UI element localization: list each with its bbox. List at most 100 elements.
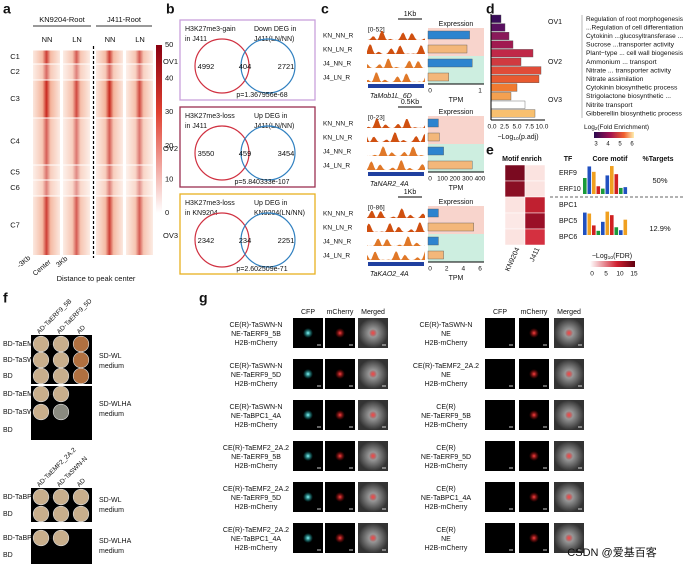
mcherry-signal [335, 369, 345, 379]
label: H2B-mCherry [235, 340, 278, 347]
mcherry-signal [565, 452, 573, 460]
label: BD [3, 427, 13, 434]
colorbar [156, 45, 162, 213]
mcherry-signal [529, 410, 539, 420]
venn-right [240, 125, 296, 181]
label: C6 [10, 183, 20, 192]
mcherry-signal [335, 492, 345, 502]
expression-bar [427, 72, 449, 82]
heatmap-block [126, 180, 153, 196]
label: Distance to peak center [57, 274, 136, 283]
signal-track [367, 72, 425, 82]
label: BD [3, 511, 13, 518]
heatmap-block [126, 50, 153, 64]
panel-label: e [486, 142, 494, 158]
micrograph [485, 400, 515, 430]
signal-track [367, 236, 425, 246]
label: J4_LN_R [323, 253, 350, 260]
label: Regulation of root morphogenesis [586, 16, 684, 23]
text-part: (FDR) [613, 253, 632, 260]
label: TF [564, 156, 573, 163]
cfp-signal [303, 533, 313, 543]
label: NN [42, 35, 53, 44]
label: NN [105, 35, 116, 44]
label: 3Kb [55, 256, 69, 269]
label: 0 [165, 208, 169, 217]
heatmap-cell [504, 212, 526, 230]
label: CFP [301, 309, 315, 316]
label: OV2 [163, 144, 178, 153]
motif-letter [596, 230, 601, 235]
colony [72, 335, 90, 353]
mcherry-signal [335, 328, 345, 338]
label: 0.5Kb [401, 99, 419, 106]
label: CFP [493, 309, 507, 316]
label: C7 [10, 220, 20, 229]
expression-bar [427, 208, 439, 218]
label: KN_NN_R [323, 211, 354, 218]
micrograph [485, 523, 515, 553]
heatmap-cell [524, 164, 546, 182]
heatmap-block [126, 165, 153, 180]
label: TPM [449, 185, 464, 192]
label: AD [76, 477, 88, 489]
label: TaMob1L_6D [370, 93, 412, 100]
heatmap-block [33, 80, 60, 118]
heatmap-block [63, 50, 90, 64]
label: OV3 [163, 231, 178, 240]
motif-letter [623, 219, 628, 235]
label: H2B-mCherry [425, 340, 468, 347]
label: AD [76, 324, 88, 336]
heatmap-cell [504, 196, 526, 214]
label: CE(R)-TaEMF2_2A.2 [223, 527, 289, 534]
label: H3K27me3-loss [185, 200, 235, 207]
colony [32, 335, 50, 353]
motif-letter [583, 212, 587, 235]
heatmap-block [96, 64, 123, 80]
gene-model [368, 172, 424, 176]
label: CE(R) [436, 404, 455, 411]
go-bar [490, 14, 502, 23]
label: ...Regulation of cell differentiation [586, 24, 683, 31]
label: KN_LN_R [323, 135, 353, 142]
label: Up DEG in [254, 113, 288, 120]
label: BPC1 [559, 202, 577, 209]
heatmap-block [126, 64, 153, 80]
mcherry-signal [565, 329, 573, 337]
label: OV1 [163, 57, 178, 66]
label: 0 [590, 271, 594, 278]
label: Expression [439, 109, 474, 116]
label: H2B-mCherry [235, 422, 278, 429]
label: p=1.367956e-68 [236, 92, 287, 99]
label: in J411 [185, 123, 207, 130]
label: BD [3, 373, 13, 380]
signal-track [367, 160, 425, 170]
overlap-box [179, 19, 316, 101]
label: 15 [630, 271, 638, 278]
colony [72, 367, 90, 385]
label: -3Kb [16, 255, 32, 270]
label: BD-TaSWN-N [3, 409, 46, 416]
label: 4 [606, 142, 610, 148]
heatmap-cell [504, 228, 526, 246]
motif-letter [610, 166, 614, 194]
label: H2B-mCherry [235, 463, 278, 470]
heatmap-block [96, 165, 123, 180]
micrograph [485, 441, 515, 471]
label: LN [135, 35, 145, 44]
expression-bar [427, 146, 444, 156]
expression-bar [427, 118, 439, 128]
signal-track [367, 30, 425, 40]
label: J4_NN_R [323, 61, 351, 68]
mcherry-signal [335, 410, 345, 420]
label: Ammonium ... transport [586, 59, 657, 66]
panel-label: g [199, 290, 208, 306]
motif-letter [587, 166, 592, 194]
heatmap-block [126, 80, 153, 118]
overlap-box [179, 193, 316, 275]
venn-right [240, 38, 296, 94]
label: J4_NN_R [323, 239, 351, 246]
panel-label: f [3, 290, 8, 306]
mcherry-signal [529, 451, 539, 461]
colony [32, 385, 50, 403]
